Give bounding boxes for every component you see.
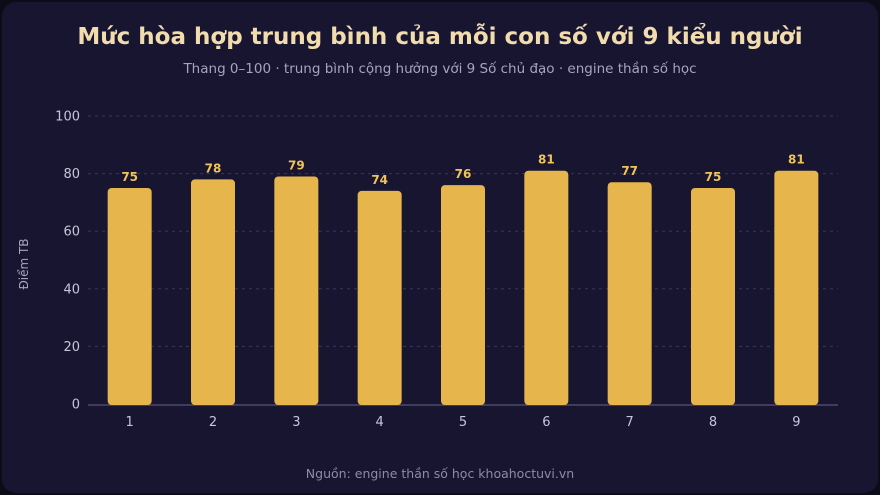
bar [774, 170, 819, 405]
bar-value-label: 77 [621, 164, 638, 178]
y-tick-label: 0 [72, 398, 80, 413]
y-tick-label: 80 [63, 167, 80, 182]
chart-subtitle: Thang 0–100 · trung bình cộng hưởng với … [183, 61, 697, 77]
bar-value-label: 76 [455, 167, 472, 181]
x-tick-label: 2 [209, 415, 217, 430]
y-tick-label: 60 [63, 225, 80, 240]
bar-value-label: 81 [538, 153, 555, 167]
bar [524, 170, 569, 405]
bar [191, 179, 235, 405]
bar [607, 182, 652, 405]
y-tick-label: 100 [55, 110, 80, 125]
bar-value-label: 75 [121, 170, 138, 184]
x-tick-label: 6 [542, 415, 550, 430]
x-tick-label: 9 [792, 415, 800, 430]
y-tick-label: 40 [63, 282, 80, 297]
bar [357, 190, 402, 405]
bar [691, 188, 735, 405]
x-tick-label: 7 [626, 415, 634, 430]
bar [107, 188, 152, 405]
bar-value-label: 81 [788, 153, 805, 167]
chart-title: Mức hòa hợp trung bình của mỗi con số vớ… [77, 24, 803, 50]
source-note: Nguồn: engine thần số học khoahoctuvi.vn [305, 466, 575, 481]
bar-value-label: 74 [371, 173, 388, 187]
bar [274, 176, 319, 405]
x-tick-label: 3 [292, 415, 300, 430]
x-tick-label: 5 [459, 415, 467, 430]
bar-value-label: 78 [205, 161, 222, 175]
bar-value-label: 79 [288, 158, 305, 172]
y-tick-label: 20 [63, 340, 80, 355]
x-tick-label: 1 [126, 415, 134, 430]
bar [441, 185, 485, 405]
bar-value-label: 75 [705, 170, 722, 184]
x-tick-label: 4 [376, 415, 384, 430]
x-tick-label: 8 [709, 415, 717, 430]
